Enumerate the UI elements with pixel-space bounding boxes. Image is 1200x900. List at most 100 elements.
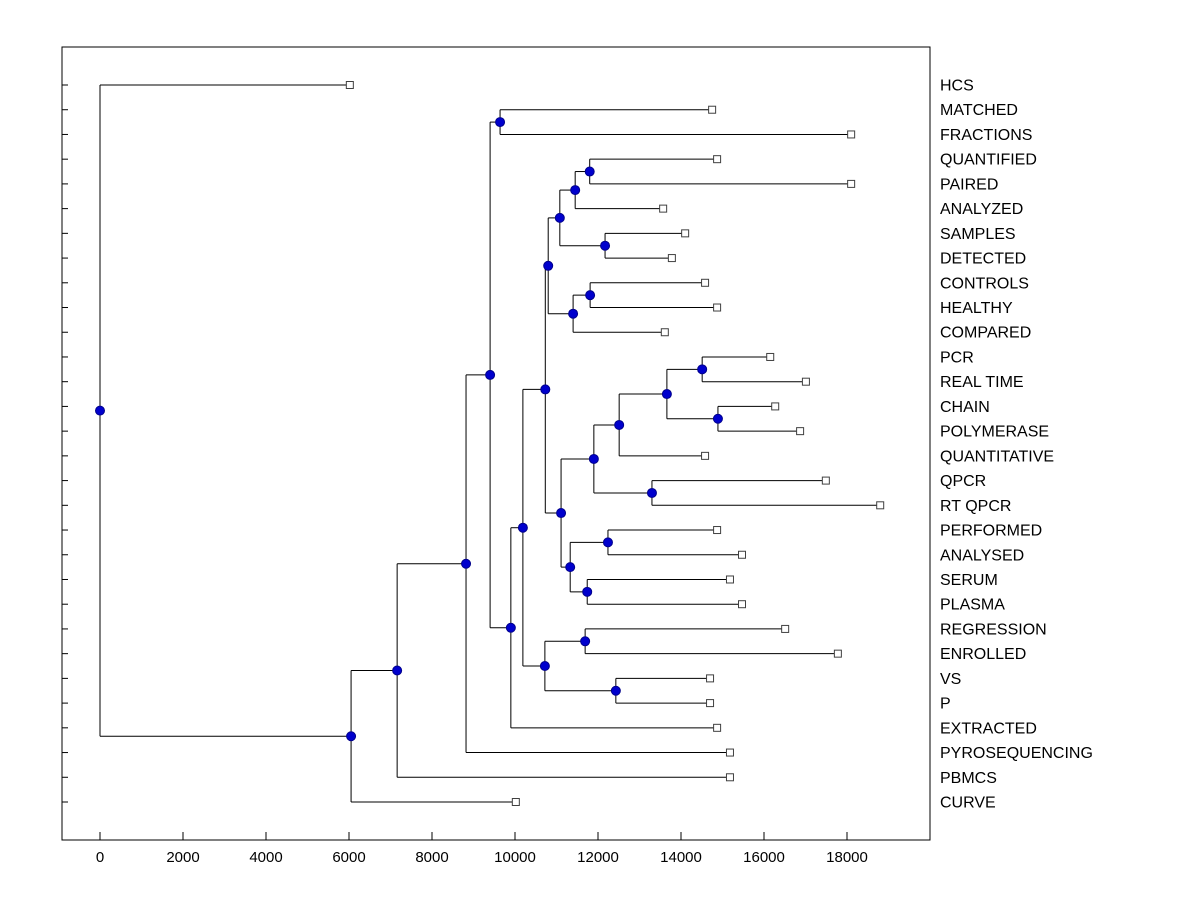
cluster-node-marker [495,117,506,128]
leaf-marker [701,451,710,460]
cluster-node-marker [614,419,625,430]
x-tick-label: 2000 [166,849,199,866]
cluster-node-marker [712,413,723,424]
leaf-label: PBMCS [940,770,997,787]
cluster-node-marker [540,384,551,395]
leaf-marker [701,278,710,287]
leaf-label: SERUM [940,572,998,589]
cluster-node-marker [568,308,579,319]
leaf-marker [708,105,717,114]
leaf-marker [713,723,722,732]
leaf-label: QUANTITATIVE [940,448,1054,465]
leaf-marker [847,179,856,188]
cluster-node-marker [554,212,565,223]
x-tick-label: 14000 [660,849,702,866]
leaf-marker [738,550,747,559]
cluster-node-marker [588,453,599,464]
cluster-node-marker [646,487,657,498]
cluster-node-marker [600,240,611,251]
leaf-marker [713,155,722,164]
leaf-marker [725,748,734,757]
leaf-label: P [940,696,951,713]
x-tick-label: 8000 [415,849,448,866]
leaf-marker [706,674,715,683]
leaf-label: CONTROLS [940,275,1029,292]
leaf-marker [345,81,354,89]
cluster-node-marker [570,185,581,196]
leaf-label: HCS [940,78,974,95]
leaf-marker [738,600,747,609]
cluster-node-marker [580,636,591,647]
cluster-node-marker [392,665,403,676]
leaf-label: REAL TIME [940,374,1024,391]
cluster-node-marker [556,508,567,519]
cluster-node-marker [461,558,472,569]
x-tick-label: 10000 [494,849,536,866]
cluster-node-marker [565,562,576,573]
leaf-marker [511,798,520,806]
leaf-marker [876,501,885,510]
x-tick-label: 18000 [826,849,868,866]
leaf-marker [766,352,775,361]
leaf-label: DETECTED [940,251,1026,268]
cluster-node-marker [505,622,516,633]
x-tick-label: 6000 [332,849,365,866]
cluster-node-marker [661,389,672,400]
leaf-label: CHAIN [940,399,990,416]
leaf-label: ENROLLED [940,646,1026,663]
x-tick-label: 0 [96,849,104,866]
leaf-label: PAIRED [940,176,998,193]
cluster-node-marker [539,661,550,672]
leaf-marker [713,303,722,312]
cluster-node-marker [697,364,708,375]
leaf-marker [847,130,856,139]
leaf-label: RT QPCR [940,498,1011,515]
leaf-label: COMPARED [940,325,1031,342]
leaf-label: PCR [940,349,974,366]
cluster-node-marker [346,731,357,742]
leaf-marker [659,204,668,213]
plot-box [61,46,931,841]
leaf-marker [681,229,690,238]
leaf-label: QUANTIFIED [940,152,1037,169]
x-tick-label: 4000 [249,849,282,866]
leaf-marker [713,526,722,535]
leaf-marker [781,624,790,633]
x-tick-label: 16000 [743,849,785,866]
cluster-node-marker [610,685,621,696]
leaf-label: PYROSEQUENCING [940,745,1093,762]
leaf-label: CURVE [940,795,996,812]
leaf-label: REGRESSION [940,621,1047,638]
cluster-node-marker [485,369,496,380]
leaf-marker [667,254,676,263]
leaf-label: POLYMERASE [940,424,1049,441]
cluster-node-marker [584,166,595,177]
cluster-node-marker [95,405,105,416]
x-tick-label: 12000 [577,849,619,866]
leaf-marker [801,377,810,386]
leaf-label: SAMPLES [940,226,1016,243]
leaf-marker [725,773,734,782]
leaf-label: MATCHED [940,102,1018,119]
cluster-node-marker [517,522,528,533]
leaf-marker [725,575,734,584]
cluster-node-marker [582,586,593,597]
leaf-label: VS [940,671,961,688]
leaf-label: PERFORMED [940,523,1042,540]
leaf-label: HEALTHY [940,300,1013,317]
leaf-marker [796,427,805,436]
leaf-marker [706,699,715,708]
cluster-node-marker [602,537,613,548]
cluster-node-marker [585,290,596,301]
leaf-label: QPCR [940,473,986,490]
leaf-marker [821,476,830,485]
leaf-marker [771,402,780,411]
leaf-marker [660,328,669,337]
cluster-node-marker [543,260,554,271]
leaf-label: FRACTIONS [940,127,1032,144]
leaf-marker [833,649,842,658]
leaf-label: EXTRACTED [940,720,1037,737]
leaf-label: ANALYZED [940,201,1023,218]
